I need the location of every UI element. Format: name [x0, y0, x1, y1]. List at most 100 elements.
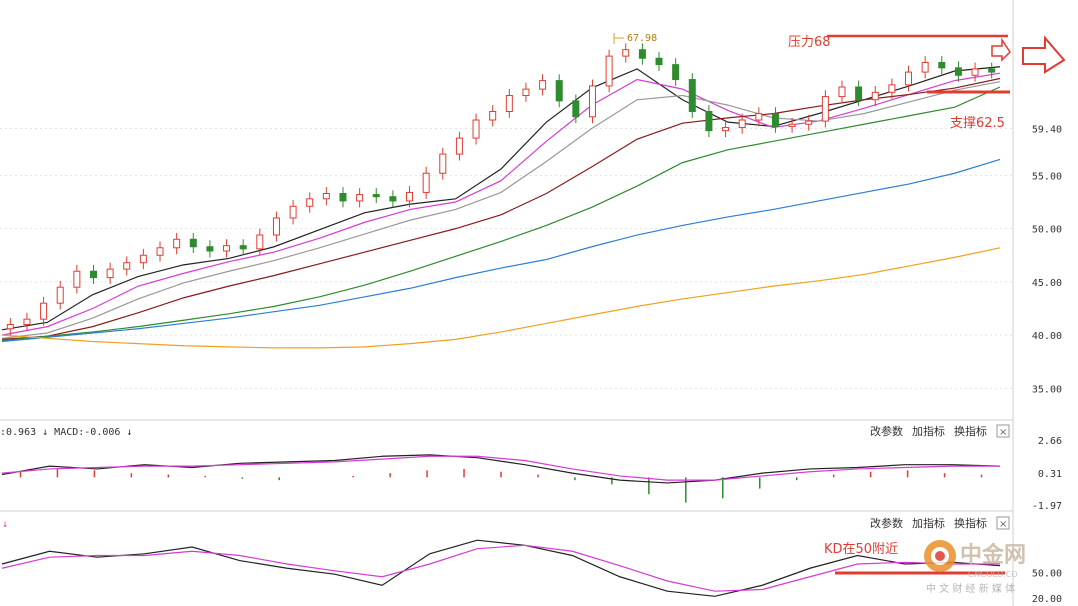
- macd-add-indicator-button[interactable]: 加指标: [912, 424, 945, 438]
- macd-modify-params-button[interactable]: 改参数: [870, 424, 903, 438]
- moving-average-line: [1, 72, 1001, 336]
- arrow-right-icon: [1022, 35, 1066, 74]
- candle-body: [439, 153, 447, 174]
- candle-body: [289, 205, 297, 219]
- watermark-url: GNGOLD.CO: [968, 570, 1018, 579]
- candle-body: [821, 96, 829, 122]
- moving-average-line: [1, 77, 1001, 340]
- main-y-axis: 59.40 55.00 50.00 45.00 40.00 35.00: [1032, 125, 1062, 396]
- moving-average-line: [1, 66, 1001, 331]
- candle-body: [73, 270, 81, 288]
- watermark-brand: 中金网: [960, 542, 1026, 568]
- candle-body: [505, 95, 513, 112]
- high-marker-label: 67.98: [627, 33, 657, 44]
- candle-body: [705, 110, 713, 132]
- watermark-sub: 中 文 财 经 新 媒 体: [926, 582, 1015, 595]
- moving-average-line: [1, 86, 1001, 342]
- candle-body: [372, 194, 380, 198]
- kdj-line: [1, 544, 1000, 592]
- kdj-close-button[interactable]: [996, 516, 1010, 530]
- candle-body: [888, 84, 896, 93]
- candle-body: [855, 86, 863, 101]
- candle-body: [771, 113, 779, 127]
- candle-body: [722, 126, 730, 132]
- candle-body: [938, 62, 946, 69]
- macd-lines: [1, 454, 1001, 484]
- candle-body: [156, 247, 164, 256]
- candle-body: [572, 100, 580, 118]
- candle-body: [306, 198, 314, 207]
- candle-body: [189, 238, 197, 248]
- candle-body: [6, 323, 14, 330]
- main-candlesticks: [6, 43, 996, 336]
- candle-body: [755, 113, 763, 121]
- candle-body: [223, 245, 231, 252]
- candle-body: [988, 68, 996, 73]
- kdj-y-axis: 50.00 20.00: [1032, 569, 1062, 606]
- candle-body: [555, 80, 563, 102]
- candle-body: [23, 318, 31, 325]
- candle-body: [106, 268, 114, 279]
- candle-body: [688, 79, 696, 112]
- moving-average-line: [1, 81, 1001, 339]
- kdj-close-icon: ×: [999, 519, 1007, 530]
- support-label: 支撑62.5: [950, 116, 1005, 131]
- macd-y-tick-label: 2.66: [1038, 436, 1062, 447]
- candle-body: [805, 120, 813, 125]
- macd-switch-indicator-button[interactable]: 换指标: [954, 424, 987, 438]
- moving-average-line: [1, 158, 1001, 343]
- candle-body: [173, 238, 181, 249]
- candle-body: [406, 191, 414, 202]
- candle-body: [672, 64, 680, 81]
- candle-body: [539, 80, 547, 90]
- kdj-line: [1, 539, 1001, 597]
- candle-body: [239, 245, 247, 250]
- macd-close-icon: ×: [999, 427, 1007, 438]
- candle-body: [638, 49, 646, 59]
- macd-y-tick-label: 0.31: [1038, 469, 1062, 480]
- candle-body: [56, 286, 64, 304]
- kdj-lines: [1, 539, 1001, 597]
- kdj-panel-title: ↓: [2, 519, 8, 530]
- macd-close-button[interactable]: [996, 424, 1010, 438]
- kdj-add-indicator-button[interactable]: 加指标: [912, 516, 945, 530]
- macd-line: [1, 455, 1000, 481]
- candle-body: [89, 270, 97, 279]
- candle-body: [455, 137, 463, 155]
- candle-body: [971, 68, 979, 76]
- main-moving-averages: [1, 66, 1001, 349]
- main-y-tick-label: 35.00: [1032, 384, 1062, 395]
- candle-body: [788, 123, 796, 127]
- candle-body: [622, 49, 630, 57]
- kdj-modify-params-button[interactable]: 改参数: [870, 516, 903, 530]
- macd-panel-title: :0.963 ↓ MACD:-0.006 ↓: [0, 427, 132, 438]
- kdj-y-tick-label: 20.00: [1032, 594, 1062, 605]
- arrow-small-icon: [991, 37, 1011, 62]
- candle-body: [139, 254, 147, 264]
- candle-body: [921, 62, 929, 73]
- resistance-label: 压力68: [788, 35, 831, 50]
- main-y-tick-label: 45.00: [1032, 278, 1062, 289]
- candle-body: [588, 85, 596, 118]
- candle-body: [489, 110, 497, 121]
- macd-y-tick-label: -1.97: [1032, 501, 1062, 512]
- kdj-switch-indicator-button[interactable]: 换指标: [954, 516, 987, 530]
- candle-body: [322, 192, 330, 200]
- candle-body: [356, 194, 364, 202]
- candle-body: [522, 88, 530, 97]
- kd-annotation: KD在50附近: [824, 542, 898, 557]
- kdj-panel-buttons: 改参数 加指标 换指标 ×: [870, 516, 1010, 530]
- main-y-tick-label: 40.00: [1032, 331, 1062, 342]
- candle-body: [954, 67, 962, 76]
- candle-body: [272, 217, 280, 236]
- candle-body: [655, 57, 663, 66]
- high-marker: 67.98: [613, 33, 657, 44]
- candle-body: [389, 196, 397, 202]
- candle-body: [472, 119, 480, 139]
- candle-body: [422, 172, 430, 193]
- main-y-tick-label: 50.00: [1032, 225, 1062, 236]
- candle-body: [339, 192, 347, 202]
- candle-body: [206, 246, 214, 252]
